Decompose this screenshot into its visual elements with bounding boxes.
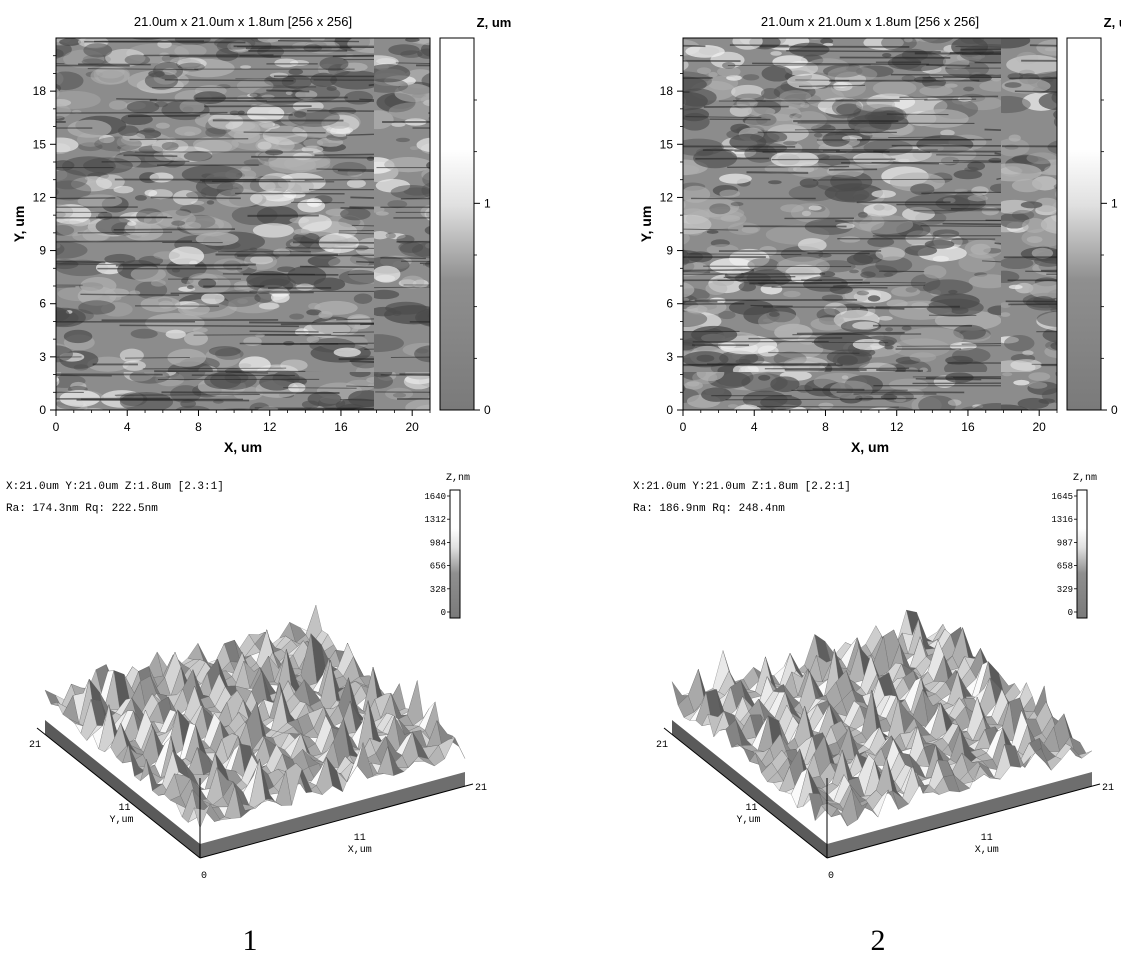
x-tick-label: 0 (53, 420, 60, 434)
x3d-axis-label: X,um (348, 845, 372, 856)
z-colorbar (1066, 37, 1102, 411)
surface-base-front (827, 772, 1092, 858)
surface-base-left (672, 720, 827, 858)
map-title: 21.0um x 21.0um x 1.8um [256 x 256] (134, 14, 352, 29)
x-tick-label: 20 (1033, 420, 1047, 434)
x-axis-label: X, um (851, 439, 889, 455)
y-axis-label: Y, um (638, 206, 654, 243)
z3d-tick-label: 984 (430, 538, 446, 548)
x3d-axis-label: X,um (975, 845, 999, 856)
z3d-tick-label: 1316 (1051, 515, 1073, 525)
x-tick-label: 16 (961, 420, 975, 434)
roughness-info-line: Ra: 186.9nm Rq: 248.4nm (633, 503, 785, 515)
x-tick-label: 8 (822, 420, 829, 434)
y-tick-label: 18 (660, 84, 674, 98)
z3d-colorbar (1076, 489, 1088, 619)
scan-info-line: X:21.0um Y:21.0um Z:1.8um [2.2:1] (633, 481, 851, 493)
y3d-tick-label: 21 (29, 740, 41, 751)
y3d-axis-line (663, 727, 828, 859)
x3d-tick-label: 11 (354, 833, 366, 844)
x3d-tick-label: 0 (201, 871, 207, 882)
x-tick-label: 12 (890, 420, 904, 434)
y3d-axis-label: Y,um (737, 815, 761, 826)
afm-figure: 21.0um x 21.0um x 1.8um [256 x 256]0 4 8 12… (633, 14, 1121, 957)
z-axis-label: Z, um (1104, 15, 1121, 30)
x-tick-label: 4 (124, 420, 131, 434)
x3d-tick-label: 0 (828, 871, 834, 882)
surface-3d (44, 604, 466, 829)
y3d-tick-label: 11 (746, 803, 758, 814)
topography-map (55, 37, 431, 411)
z3d-tick-label: 1645 (1051, 492, 1073, 502)
x-tick-label: 20 (406, 420, 420, 434)
z3d-tick-label: 328 (430, 585, 446, 595)
y3d-axis-line (36, 727, 201, 859)
z3d-tick-label: 656 (430, 562, 446, 572)
x-tick-label: 8 (195, 420, 202, 434)
afm-panel-2: 21.0um x 21.0um x 1.8um [256 x 256] 0 4 8 12… (627, 0, 1121, 965)
y-tick-label: 0 (39, 403, 46, 417)
z3d-tick-label: 1640 (424, 492, 446, 502)
x-axis-label: X, um (224, 439, 262, 455)
z-tick-label: 0 (484, 403, 491, 417)
z-tick-label: 1 (484, 196, 491, 210)
surface-base-left (45, 720, 200, 858)
y-tick-label: 6 (666, 297, 673, 311)
z3d-tick-label: 987 (1057, 538, 1073, 548)
panel-number: 2 (871, 924, 886, 957)
x-tick-label: 16 (334, 420, 348, 434)
y-tick-label: 0 (666, 403, 673, 417)
x3d-axis-line (199, 783, 474, 859)
surface-base-front (200, 772, 465, 858)
y-tick-label: 12 (33, 190, 47, 204)
scan-info-line: X:21.0um Y:21.0um Z:1.8um [2.3:1] (6, 481, 224, 493)
z3d-colorbar (449, 489, 461, 619)
z-tick-label: 0 (1111, 403, 1118, 417)
z-colorbar (439, 37, 475, 411)
surface-3d (671, 609, 1093, 827)
panel-number: 1 (243, 924, 258, 957)
z3d-tick-label: 658 (1057, 562, 1073, 572)
y-tick-label: 15 (660, 137, 674, 151)
y-tick-label: 15 (33, 137, 47, 151)
y-tick-label: 9 (39, 244, 46, 258)
y3d-axis-label: Y,um (110, 815, 134, 826)
x3d-tick-label: 21 (1102, 783, 1114, 794)
x3d-axis-line (826, 783, 1101, 859)
topography-map (682, 37, 1058, 411)
y3d-tick-label: 21 (656, 740, 668, 751)
z3d-tick-label: 0 (1068, 608, 1073, 618)
roughness-info-line: Ra: 174.3nm Rq: 222.5nm (6, 503, 158, 515)
x-tick-label: 12 (263, 420, 277, 434)
y3d-tick-label: 11 (119, 803, 131, 814)
y-tick-label: 3 (39, 350, 46, 364)
x3d-tick-label: 11 (981, 833, 993, 844)
afm-panel-1: 21.0um x 21.0um x 1.8um [256 x 256] 0 4 8 12… (0, 0, 560, 965)
z3d-tick-label: 1312 (424, 515, 446, 525)
z3d-label: Z,nm (446, 473, 470, 484)
afm-figure: 21.0um x 21.0um x 1.8um [256 x 256]0 4 8 12… (6, 14, 512, 957)
x3d-tick-label: 21 (475, 783, 487, 794)
z3d-label: Z,nm (1073, 473, 1097, 484)
z-axis-label: Z, um (477, 15, 512, 30)
y-tick-label: 3 (666, 350, 673, 364)
x-tick-label: 0 (680, 420, 687, 434)
y-tick-label: 18 (33, 84, 47, 98)
map-title: 21.0um x 21.0um x 1.8um [256 x 256] (761, 14, 979, 29)
y-axis-label: Y, um (11, 206, 27, 243)
x-tick-label: 4 (751, 420, 758, 434)
z-tick-label: 1 (1111, 196, 1118, 210)
y-tick-label: 9 (666, 244, 673, 258)
z3d-tick-label: 0 (441, 608, 446, 618)
y-tick-label: 12 (660, 190, 674, 204)
z3d-tick-label: 329 (1057, 585, 1073, 595)
y-tick-label: 6 (39, 297, 46, 311)
